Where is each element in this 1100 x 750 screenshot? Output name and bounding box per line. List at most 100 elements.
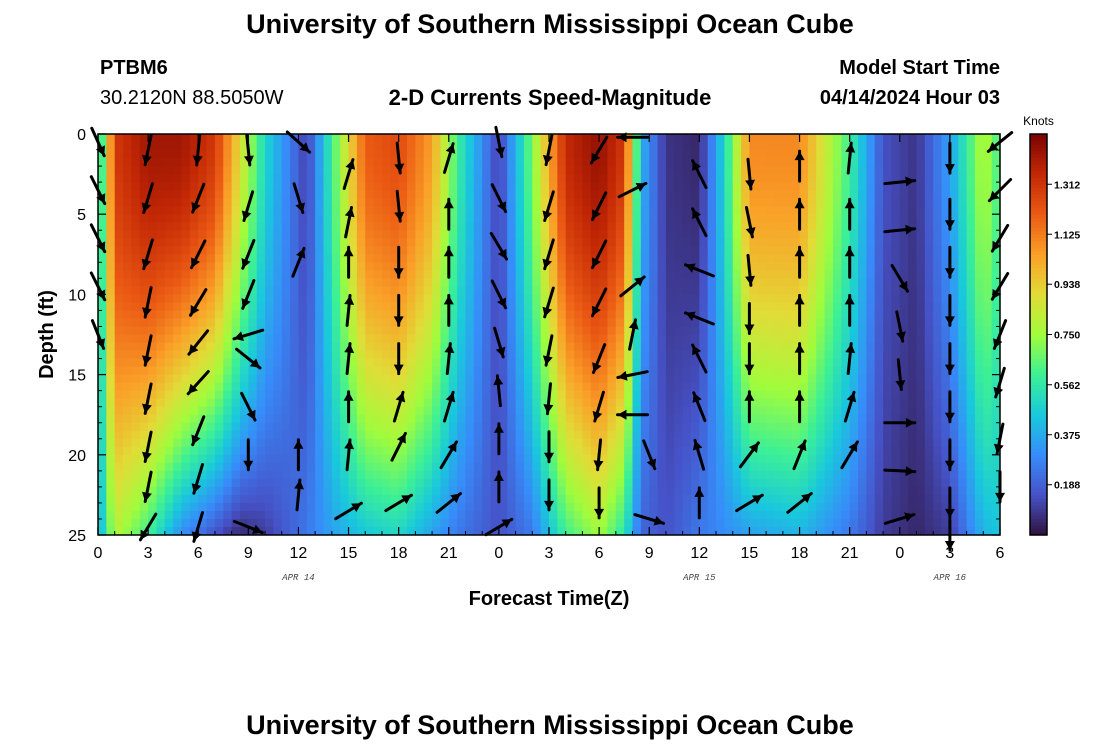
heatmap-cell xyxy=(248,334,258,343)
heatmap-cell xyxy=(682,374,692,384)
heatmap-cell xyxy=(315,286,324,295)
heatmap-cell xyxy=(98,494,107,504)
heatmap-cell xyxy=(206,246,216,255)
heatmap-cell xyxy=(148,374,157,384)
heatmap-cell xyxy=(532,270,542,279)
heatmap-cell xyxy=(924,150,934,159)
heatmap-cell xyxy=(749,190,759,199)
heatmap-cell xyxy=(732,278,742,287)
heatmap-cell xyxy=(407,214,416,223)
heatmap-cell xyxy=(515,414,525,424)
heatmap-cell xyxy=(607,134,617,143)
heatmap-cell xyxy=(381,206,391,215)
heatmap-cell xyxy=(582,366,592,375)
heatmap-cell xyxy=(340,134,349,143)
heatmap-cell xyxy=(532,334,542,343)
heatmap-cell xyxy=(156,166,166,175)
heatmap-cell xyxy=(908,246,917,255)
heatmap-cell xyxy=(615,206,625,215)
heatmap-cell xyxy=(741,254,750,263)
heatmap-cell xyxy=(256,270,266,279)
heatmap-cell xyxy=(256,182,266,191)
heatmap-cell xyxy=(615,470,625,480)
heatmap-cell xyxy=(774,262,784,271)
heatmap-cell xyxy=(114,366,124,375)
heatmap-cell xyxy=(582,526,592,536)
heatmap-cell xyxy=(899,174,909,183)
heatmap-cell xyxy=(557,238,567,247)
heatmap-cell xyxy=(440,486,450,496)
heatmap-cell xyxy=(256,342,266,351)
heatmap-cell xyxy=(340,382,349,392)
heatmap-cell xyxy=(540,486,550,496)
heatmap-cell xyxy=(356,406,366,416)
heatmap-cell xyxy=(732,526,742,536)
heatmap-cell xyxy=(239,278,249,287)
heatmap-cell xyxy=(473,342,483,351)
heatmap-cell xyxy=(841,294,851,303)
heatmap-cell xyxy=(924,246,934,255)
heatmap-cell xyxy=(916,406,926,416)
heatmap-cell xyxy=(365,270,375,279)
heatmap-cell xyxy=(139,182,149,191)
heatmap-cell xyxy=(632,342,642,351)
heatmap-cell xyxy=(832,494,842,504)
heatmap-cell xyxy=(791,214,800,223)
heatmap-cell xyxy=(732,430,742,440)
heatmap-cell xyxy=(281,494,291,504)
heatmap-cell xyxy=(265,478,274,488)
heatmap-cell xyxy=(415,198,425,207)
heatmap-cell xyxy=(716,142,725,151)
heatmap-cell xyxy=(173,294,182,303)
heatmap-cell xyxy=(682,326,692,335)
heatmap-cell xyxy=(732,382,742,392)
heatmap-cell xyxy=(223,318,233,327)
heatmap-cell xyxy=(874,134,884,143)
heatmap-cell xyxy=(331,510,341,520)
heatmap-cell xyxy=(490,262,500,271)
heatmap-cell xyxy=(807,182,817,191)
heatmap-cell xyxy=(164,526,174,536)
heatmap-cell xyxy=(415,510,425,520)
heatmap-cell xyxy=(590,230,600,239)
heatmap-cell xyxy=(574,462,583,472)
heatmap-cell xyxy=(832,318,842,327)
heatmap-cell xyxy=(415,270,425,279)
heatmap-cell xyxy=(106,206,116,215)
heatmap-cell xyxy=(198,286,207,295)
heatmap-cell xyxy=(632,142,642,151)
heatmap-cell xyxy=(365,422,375,432)
heatmap-cell xyxy=(649,446,658,456)
heatmap-cell xyxy=(841,198,851,207)
heatmap-cell xyxy=(665,310,675,319)
heatmap-cell xyxy=(156,350,166,359)
heatmap-cell xyxy=(749,166,759,175)
heatmap-cell xyxy=(356,150,366,159)
heatmap-cell xyxy=(866,406,876,416)
heatmap-cell xyxy=(206,446,216,456)
heatmap-cell xyxy=(407,406,416,416)
heatmap-cell xyxy=(649,310,658,319)
heatmap-cell xyxy=(899,198,909,207)
heatmap-cell xyxy=(498,438,508,448)
heatmap-cell xyxy=(256,454,266,464)
heatmap-cell xyxy=(690,182,700,191)
heatmap-cell xyxy=(223,142,233,151)
heatmap-cell xyxy=(139,518,149,528)
heatmap-cell xyxy=(724,230,734,239)
heatmap-cell xyxy=(741,478,750,488)
heatmap-cell xyxy=(306,446,316,456)
heatmap-cell xyxy=(858,470,867,480)
heatmap-cell xyxy=(749,478,759,488)
heatmap-cell xyxy=(256,350,266,359)
heatmap-cell xyxy=(649,262,658,271)
heatmap-cell xyxy=(632,302,642,311)
heatmap-cell xyxy=(615,518,625,528)
heatmap-cell xyxy=(156,510,166,520)
heatmap-cell xyxy=(624,342,633,351)
heatmap-cell xyxy=(306,254,316,263)
heatmap-cell xyxy=(164,326,174,335)
heatmap-cell xyxy=(348,238,358,247)
heatmap-cell xyxy=(724,374,734,384)
heatmap-cell xyxy=(139,294,149,303)
